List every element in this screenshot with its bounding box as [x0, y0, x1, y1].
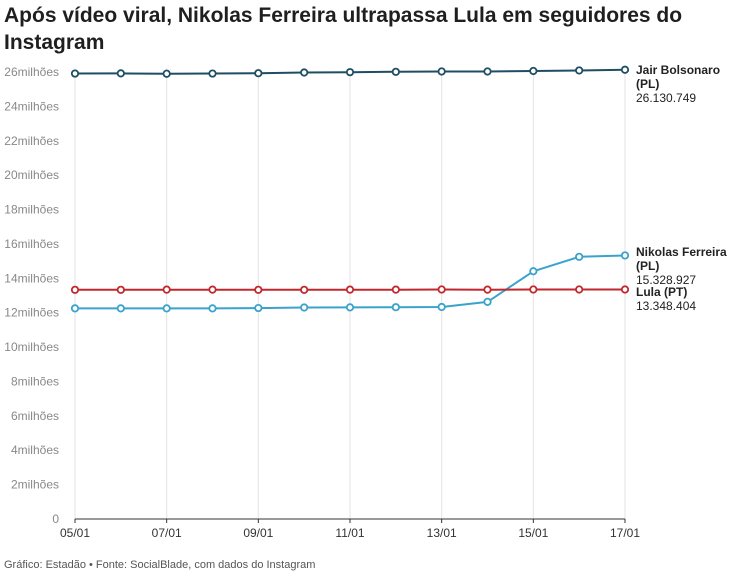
y-tick-label: 24milhões — [4, 99, 59, 113]
series-0-point — [345, 68, 355, 77]
series-0-point — [620, 65, 630, 74]
y-tick-label: 12milhões — [4, 306, 59, 320]
series-2-point — [116, 285, 125, 294]
x-axis: 05/01 07/01 09/01 11/01 13/01 15/01 17/01 — [60, 518, 640, 540]
chart-footer: Gráfico: Estadão • Fonte: SocialBlade, c… — [4, 559, 316, 571]
series-0-point — [162, 69, 171, 78]
series-1-point — [208, 304, 217, 313]
chart-title: Após vídeo viral, Nikolas Ferreira ultra… — [4, 4, 683, 54]
series-1-point — [391, 303, 400, 312]
series-label-name: Lula (PT) — [636, 285, 687, 299]
y-tick-label: 8milhões — [11, 374, 59, 388]
series-2-point — [529, 285, 538, 294]
series-label-name: (PL) — [636, 259, 659, 273]
series-label-name: (PL) — [636, 77, 659, 91]
series-label-value: 26.130.749 — [636, 91, 696, 105]
x-tick-label: 13/01 — [427, 526, 457, 540]
series-1-point — [70, 304, 80, 313]
y-tick-label: 18milhões — [4, 203, 59, 217]
series-0-point — [483, 67, 492, 76]
y-tick-label: 0 — [52, 512, 59, 526]
x-tick-label: 07/01 — [152, 526, 182, 540]
series-1-point — [437, 302, 446, 312]
y-tick-label: 20milhões — [4, 168, 59, 182]
series-0-point — [437, 67, 446, 76]
series-2-point — [575, 285, 584, 294]
series-1-point — [483, 297, 492, 306]
series-0-point — [300, 68, 309, 77]
series-2-point — [254, 285, 263, 294]
y-tick-label: 4milhões — [11, 443, 59, 457]
series-2-point — [391, 285, 400, 294]
series-2-point — [437, 285, 446, 294]
x-tick-label: 11/01 — [335, 526, 364, 540]
y-tick-label: 10milhões — [4, 340, 59, 354]
y-tick-label: 22milhões — [4, 134, 59, 148]
series-1-point — [620, 251, 630, 260]
series-label-name: Jair Bolsonaro — [636, 63, 720, 77]
y-tick-label: 6milhões — [11, 409, 59, 423]
series-0-point — [254, 69, 263, 78]
series-0-point — [116, 69, 125, 78]
series-label-name: Nikolas Ferreira — [636, 245, 727, 259]
series-1-point — [529, 267, 538, 276]
series-1-point — [575, 252, 584, 261]
series-2-point — [300, 285, 309, 294]
y-tick-label: 14milhões — [4, 271, 59, 285]
series-0-point — [208, 69, 217, 78]
series-2-point — [208, 285, 217, 294]
series-group — [70, 65, 630, 313]
y-tick-label: 2milhões — [11, 478, 59, 492]
series-0-point — [391, 67, 400, 76]
y-tick-label: 26milhões — [4, 65, 59, 79]
series-0-point — [529, 66, 538, 76]
x-tick-label: 09/01 — [243, 526, 273, 540]
series-1-point — [116, 304, 125, 313]
series-1-point — [162, 304, 171, 313]
x-tick-label: 17/01 — [610, 526, 640, 540]
series-2-point — [162, 285, 171, 294]
series-2-point — [70, 285, 80, 294]
series-1-point — [345, 303, 355, 312]
series-2-point — [345, 285, 355, 294]
series-label-value: 15.328.927 — [636, 273, 696, 287]
series-1-point — [300, 303, 309, 312]
series-1-point — [254, 303, 263, 313]
x-tick-label: 15/01 — [518, 526, 548, 540]
series-0-point — [575, 66, 584, 75]
y-axis: 0 2milhões 4milhões 6milhões 8milhões 10milhõ… — [4, 65, 59, 526]
series-2-point — [620, 285, 630, 294]
series-0-point — [70, 69, 80, 78]
series-label-value: 13.348.404 — [636, 299, 696, 313]
y-tick-label: 16milhões — [4, 237, 59, 251]
x-tick-label: 05/01 — [60, 526, 90, 540]
series-2-point — [483, 285, 492, 294]
